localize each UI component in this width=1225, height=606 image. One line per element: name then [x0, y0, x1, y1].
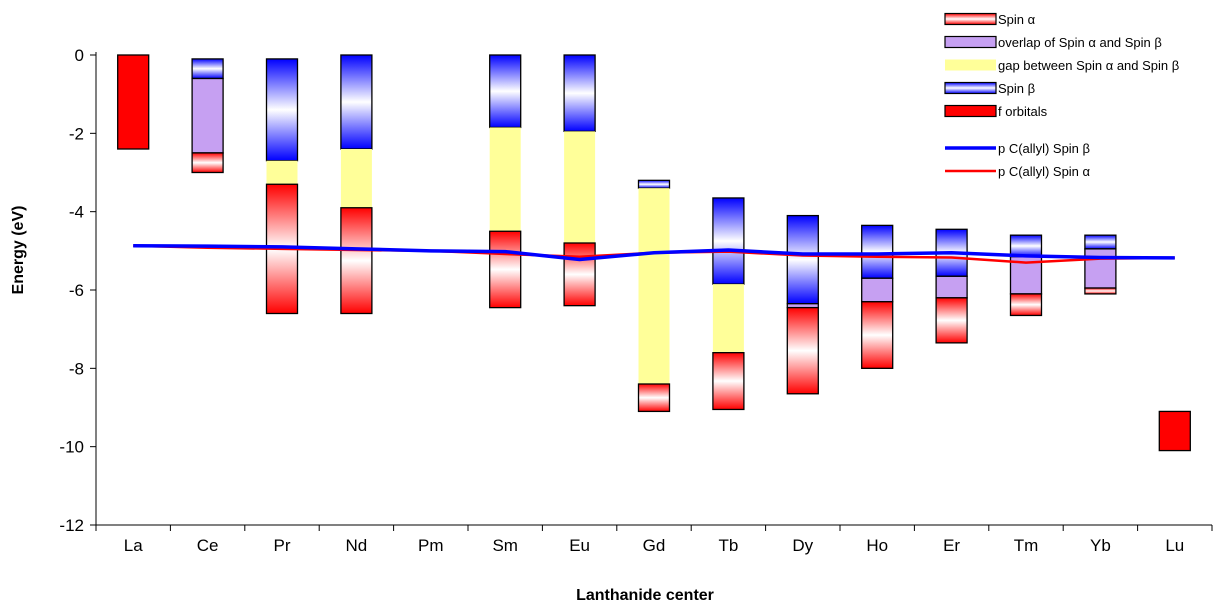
- legend-label-alpha: Spin α: [998, 12, 1036, 27]
- y-tick-labels: 0 -2 -4 -6 -8 -10 -12: [59, 46, 96, 535]
- x-tick-label-er: Er: [943, 536, 960, 555]
- x-tick-label-dy: Dy: [792, 536, 813, 555]
- bar-segment-er-overlap: [935, 275, 968, 299]
- x-tick-label-gd: Gd: [643, 536, 666, 555]
- bar-segment-dy-beta: [786, 214, 819, 305]
- bar-segment-ho-overlap: [861, 277, 894, 303]
- x-tick-label-sm: Sm: [492, 536, 518, 555]
- bar-segment-nd-gap: [340, 149, 372, 208]
- allyl-lines: [133, 243, 1175, 264]
- legend-label-line-alpha: p C(allyl) Spin α: [998, 164, 1091, 179]
- bar-segment-ce-alpha: [191, 152, 224, 174]
- x-tick-label-tb: Tb: [718, 536, 738, 555]
- bar-segment-er-alpha: [935, 297, 968, 344]
- bar-segment-pr-gap: [266, 160, 298, 185]
- series-line-spin-beta: [133, 243, 1175, 262]
- bar-segment-ce-beta: [191, 58, 224, 80]
- x-tick-label-pm: Pm: [418, 536, 444, 555]
- bar-segment-sm-gap: [489, 127, 521, 232]
- bar-segment-tm-alpha: [1009, 293, 1043, 317]
- legend-swatch-gap: [945, 59, 996, 71]
- bar-segment-nd-alpha: [340, 207, 373, 315]
- legend-label-gap: gap between Spin α and Spin β: [998, 58, 1179, 73]
- x-tick-label-nd: Nd: [346, 536, 368, 555]
- bar-segment-lu-f: [1158, 410, 1191, 452]
- bar-segment-sm-beta: [489, 54, 522, 129]
- bar-segment-dy-alpha: [786, 306, 819, 395]
- y-tick-label: -4: [69, 203, 84, 222]
- bar-segment-tb-gap: [712, 284, 744, 353]
- bar-segment-yb-alpha: [1084, 287, 1117, 295]
- bar-segment-ce-overlap: [191, 77, 224, 154]
- y-tick-label: -10: [59, 438, 84, 457]
- legend-item-f: f orbitals: [944, 104, 1048, 119]
- legend-item-gap: gap between Spin α and Spin β: [945, 58, 1179, 73]
- y-tick-label: -2: [69, 124, 84, 143]
- bar-segment-ho-beta: [861, 224, 894, 279]
- legend-item-line-beta: p C(allyl) Spin β: [945, 141, 1090, 156]
- legend-item-overlap: overlap of Spin α and Spin β: [944, 35, 1162, 50]
- x-tick-label-pr: Pr: [274, 536, 291, 555]
- bar-segment-eu-gap: [564, 131, 596, 243]
- bar-segment-pr-beta: [265, 58, 299, 162]
- y-tick-label: -8: [69, 359, 84, 378]
- y-axis-title: Energy (eV): [10, 206, 27, 295]
- legend-label-f: f orbitals: [998, 104, 1048, 119]
- bar-segment-eu-alpha: [563, 242, 596, 307]
- legend-item-line-alpha: p C(allyl) Spin α: [945, 164, 1091, 179]
- y-tick-label: 0: [75, 46, 84, 65]
- x-tick-label-ce: Ce: [197, 536, 219, 555]
- legend: Spin α overlap of Spin α and Spin β gap be…: [944, 12, 1179, 179]
- legend-item-alpha: Spin α: [944, 12, 1036, 27]
- y-tick-label: -12: [59, 516, 84, 535]
- legend-swatch-beta: [944, 81, 997, 95]
- legend-swatch-overlap: [944, 35, 997, 49]
- x-tick-label-yb: Yb: [1090, 536, 1111, 555]
- bar-segment-yb-beta: [1084, 234, 1117, 250]
- x-tick-label-ho: Ho: [866, 536, 888, 555]
- bar-segment-ho-alpha: [861, 301, 894, 369]
- x-tick-label-eu: Eu: [569, 536, 590, 555]
- legend-label-beta: Spin β: [998, 81, 1035, 96]
- bar-segment-tb-alpha: [712, 352, 745, 411]
- bar-segment-gd-beta: [637, 179, 671, 189]
- legend-item-beta: Spin β: [944, 81, 1035, 96]
- y-tick-label: -6: [69, 281, 84, 300]
- legend-swatch-alpha: [944, 12, 997, 26]
- bar-segment-tb-beta: [712, 197, 745, 285]
- plot-area: 0 -2 -4 -6 -8 -10 -12 La Ce Pr Nd Pm Sm Eu Gd Tb Dy Ho Er…: [59, 46, 1213, 555]
- bar-segment-sm-alpha: [489, 230, 522, 309]
- x-tick-label-la: La: [124, 536, 143, 555]
- legend-label-line-beta: p C(allyl) Spin β: [998, 141, 1090, 156]
- bar-segment-yb-overlap: [1084, 248, 1117, 289]
- x-tick-labels: La Ce Pr Nd Pm Sm Eu Gd Tb Dy Ho Er Tm Yb Lu: [95, 525, 1213, 555]
- x-axis-title: Lanthanide center: [576, 587, 714, 604]
- bar-segment-eu-beta: [563, 54, 596, 133]
- legend-swatch-f: [944, 104, 997, 118]
- bar-segment-gd-gap: [638, 188, 670, 384]
- bar-segment-la-f: [117, 54, 150, 150]
- bar-segment-gd-alpha: [637, 383, 671, 413]
- bar-segment-nd-beta: [340, 54, 373, 150]
- legend-label-overlap: overlap of Spin α and Spin β: [998, 35, 1162, 50]
- bar-segment-tm-beta: [1009, 234, 1043, 258]
- x-tick-label-tm: Tm: [1014, 536, 1039, 555]
- x-tick-label-lu: Lu: [1165, 536, 1184, 555]
